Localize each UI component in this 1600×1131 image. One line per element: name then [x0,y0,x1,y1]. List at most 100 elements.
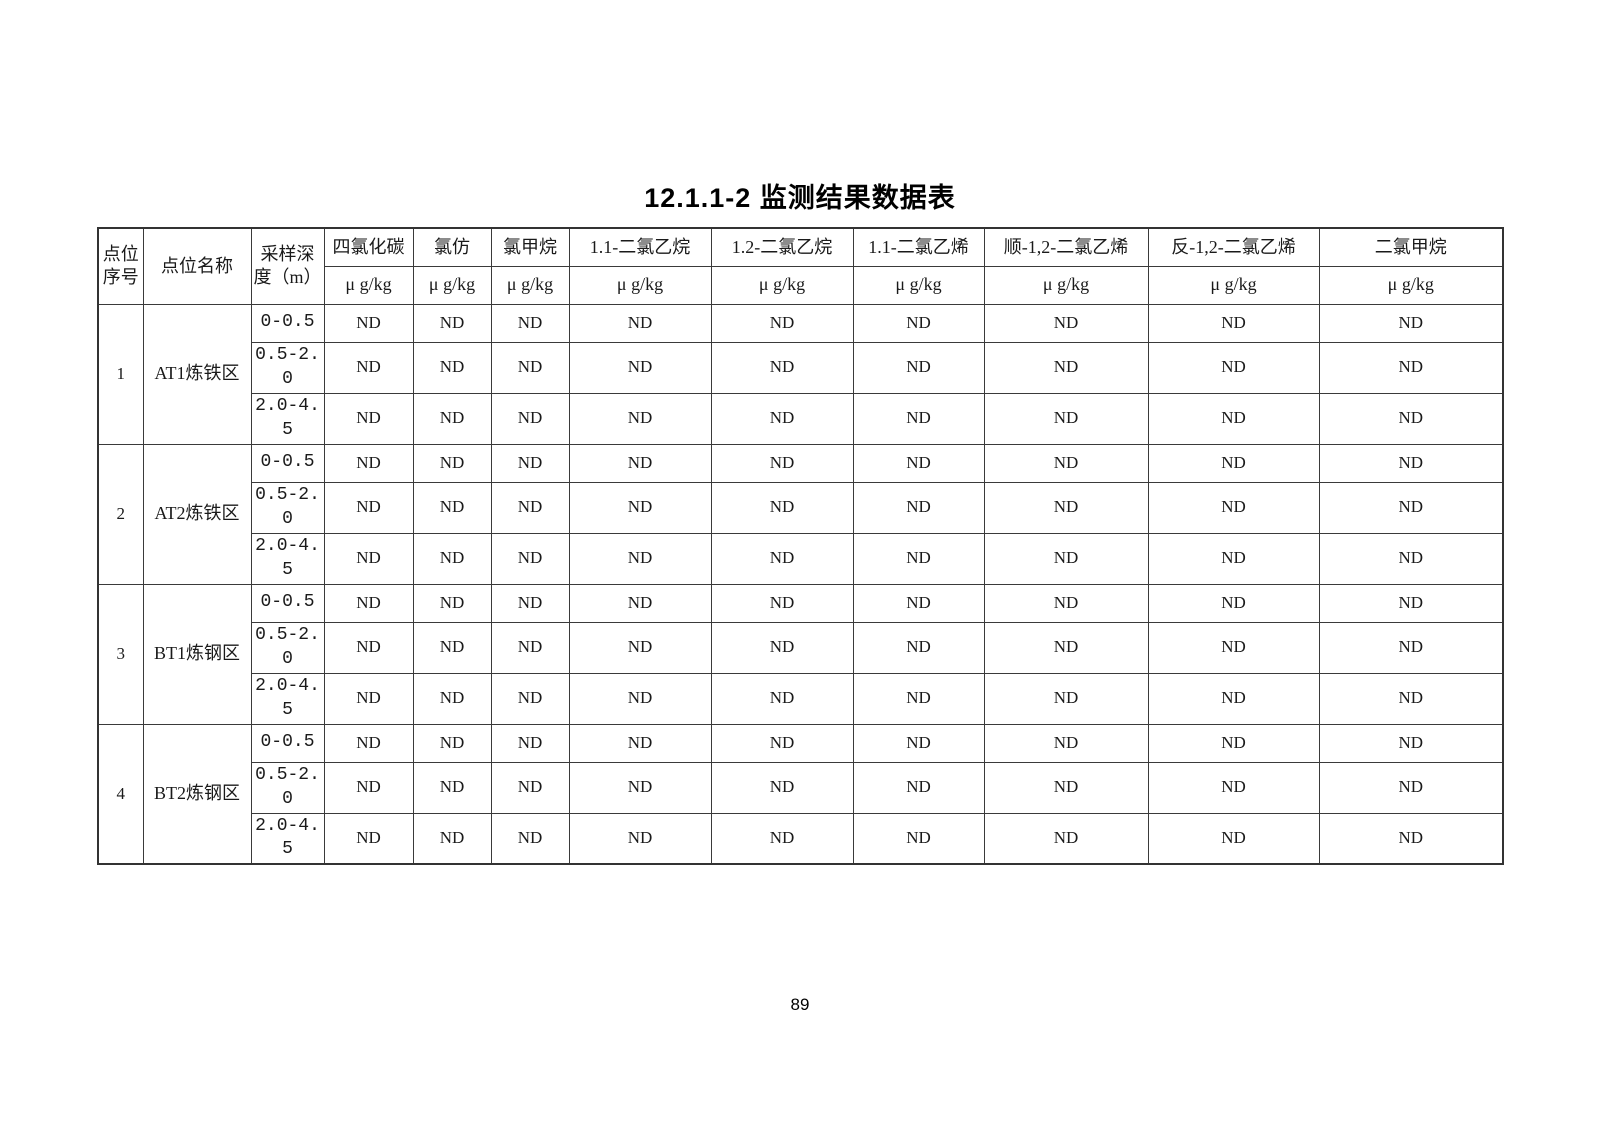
page-title: 12.1.1-2 监测结果数据表 [644,183,956,213]
analyte-column-header: 1.2-二氯乙烷 [710,227,854,267]
depth-cell: 0.5-2.0 [250,621,325,674]
value-cell: ND [568,303,712,343]
depth-cell: 0.5-2.0 [250,481,325,534]
depth-cell: 0-0.5 [250,443,325,483]
value-cell: ND [1318,812,1504,865]
value-cell: ND [852,392,985,445]
value-cell: ND [852,341,985,394]
unit-header: μ g/kg [568,265,712,305]
point-name-column-header: 点位名称 [142,227,252,305]
value-cell: ND [412,583,492,623]
value-cell: ND [323,761,414,814]
value-cell: ND [852,621,985,674]
table-row: 2 AT2炼铁区 0-0.5 ND ND ND ND ND ND ND ND ND [97,443,1504,585]
value-cell: ND [568,761,712,814]
value-cell: ND [568,621,712,674]
value-cell: ND [710,481,854,534]
value-cell: ND [1318,481,1504,534]
value-cell: ND [490,392,570,445]
analyte-column-header: 氯仿 [412,227,492,267]
header-row-units: μ g/kg μ g/kg μ g/kg μ g/kg μ g/kg μ g/kg μ g/… [98,265,1504,305]
value-cell: ND [568,392,712,445]
value-cell: ND [983,303,1149,343]
value-cell: ND [710,532,854,585]
value-cell: ND [323,303,414,343]
value-cell: ND [983,481,1149,534]
analyte-column-header: 二氯甲烷 [1318,227,1504,267]
depth-cell: 2.0-4.5 [250,532,325,585]
value-cell: ND [490,341,570,394]
value-cell: ND [1318,583,1504,623]
value-cell: ND [983,583,1149,623]
analyte-column-header: 1.1-二氯乙烷 [568,227,712,267]
value-cell: ND [852,672,985,725]
value-cell: ND [568,443,712,483]
value-cell: ND [983,443,1149,483]
value-cell: ND [1318,303,1504,343]
value-cell: ND [1147,392,1320,445]
value-cell: ND [412,723,492,763]
point-number-cell: 4 [97,723,144,865]
value-cell: ND [1147,303,1320,343]
depth-cell: 0.5-2.0 [250,341,325,394]
value-cell: ND [1318,443,1504,483]
analyte-column-header: 氯甲烷 [490,227,570,267]
value-cell: ND [983,392,1149,445]
point-name-cell: BT1炼钢区 [142,583,252,725]
page-number: 89 [790,995,810,1014]
value-cell: ND [983,341,1149,394]
value-cell: ND [323,341,414,394]
value-cell: ND [1147,443,1320,483]
value-cell: ND [1147,672,1320,725]
table-row: 0.5-2.0 ND ND ND ND ND ND ND ND ND [98,621,1504,674]
unit-header: μ g/kg [852,265,985,305]
unit-header: μ g/kg [983,265,1149,305]
value-cell: ND [568,672,712,725]
value-cell: ND [412,532,492,585]
value-cell: ND [323,621,414,674]
value-cell: ND [412,761,492,814]
analyte-column-header: 四氯化碳 [323,227,414,267]
value-cell: ND [412,672,492,725]
value-cell: ND [568,723,712,763]
value-cell: ND [490,583,570,623]
point-number-cell: 3 [97,583,144,725]
value-cell: ND [412,303,492,343]
value-cell: ND [983,532,1149,585]
value-cell: ND [1147,583,1320,623]
analyte-column-header: 反-1,2-二氯乙烯 [1147,227,1320,267]
table-row: 2.0-4.5 ND ND ND ND ND ND ND ND ND [98,392,1504,445]
value-cell: ND [568,583,712,623]
value-cell: ND [852,583,985,623]
value-cell: ND [323,812,414,865]
table-row: 1 AT1炼铁区 0-0.5 ND ND ND ND ND ND ND ND ND [97,303,1504,445]
point-name-cell: AT1炼铁区 [142,303,252,445]
depth-cell: 0-0.5 [250,583,325,623]
value-cell: ND [412,392,492,445]
value-cell: ND [852,812,985,865]
value-cell: ND [490,303,570,343]
value-cell: ND [710,341,854,394]
unit-header: μ g/kg [323,265,414,305]
value-cell: ND [1318,723,1504,763]
table-row: 3 BT1炼钢区 0-0.5 ND ND ND ND ND ND ND ND ND [97,583,1504,725]
value-cell: ND [1147,723,1320,763]
value-cell: ND [983,672,1149,725]
value-cell: ND [412,812,492,865]
point-number-cell: 2 [97,443,144,585]
depth-cell: 2.0-4.5 [250,812,325,865]
value-cell: ND [710,761,854,814]
value-cell: ND [568,481,712,534]
unit-header: μ g/kg [1147,265,1320,305]
value-cell: ND [490,532,570,585]
value-cell: ND [710,621,854,674]
value-cell: ND [490,761,570,814]
value-cell: ND [710,303,854,343]
value-cell: ND [1147,532,1320,585]
value-cell: ND [710,672,854,725]
point-name-cell: AT2炼铁区 [142,443,252,585]
value-cell: ND [1318,341,1504,394]
value-cell: ND [323,392,414,445]
value-cell: ND [490,672,570,725]
monitoring-results-table: 点位 序号 点位名称 采样深 度（m） 四氯化碳 氯仿 氯甲烷 1.1-二氯乙烷 1.2-二氯… [97,227,1504,865]
